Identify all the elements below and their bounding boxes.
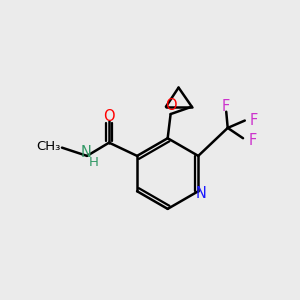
Text: CH₃: CH₃ — [36, 140, 61, 153]
Text: N: N — [81, 145, 92, 160]
Text: F: F — [222, 99, 230, 114]
Text: N: N — [195, 186, 206, 201]
Text: F: F — [248, 133, 256, 148]
Text: H: H — [88, 156, 98, 169]
Text: O: O — [165, 98, 176, 113]
Text: O: O — [103, 109, 115, 124]
Text: F: F — [250, 113, 258, 128]
